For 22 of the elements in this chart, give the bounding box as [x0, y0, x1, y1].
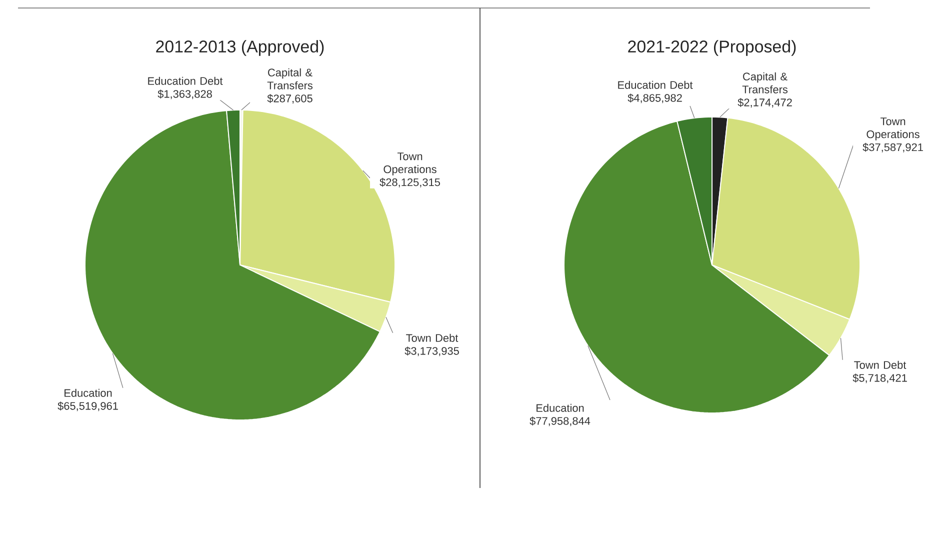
data-label: $287,605	[267, 94, 312, 104]
slice-label: Education Debt	[618, 80, 693, 89]
slice-label: Education	[64, 388, 112, 397]
slice-label: Town Debt	[854, 360, 906, 369]
data-label: $5,718,421	[852, 374, 907, 384]
slice-label: Education Debt	[148, 76, 223, 85]
chart-title: 2012-2013 (Approved)	[156, 40, 324, 56]
data-label: $1,363,828	[158, 90, 212, 100]
slice-label: Capital & Transfers	[267, 68, 313, 90]
data-label: $3,173,935	[404, 346, 459, 356]
data-label: $77,958,844	[530, 416, 590, 426]
data-label: $28,125,315	[380, 178, 440, 188]
slice-label: Capital & Transfers	[742, 72, 788, 94]
data-label: $4,865,982	[628, 94, 682, 104]
slice-label: Town Operations	[866, 118, 920, 140]
data-label: $2,174,472	[738, 98, 792, 108]
slice-label: Town Debt	[406, 334, 458, 342]
data-label: $37,587,921	[862, 142, 923, 152]
slice-label: Town Operations	[384, 152, 436, 176]
data-label: $65,519,961	[58, 402, 118, 412]
slice-label: Education	[536, 404, 584, 412]
chart-title: 2021-2022 (Proposed)	[628, 40, 796, 56]
